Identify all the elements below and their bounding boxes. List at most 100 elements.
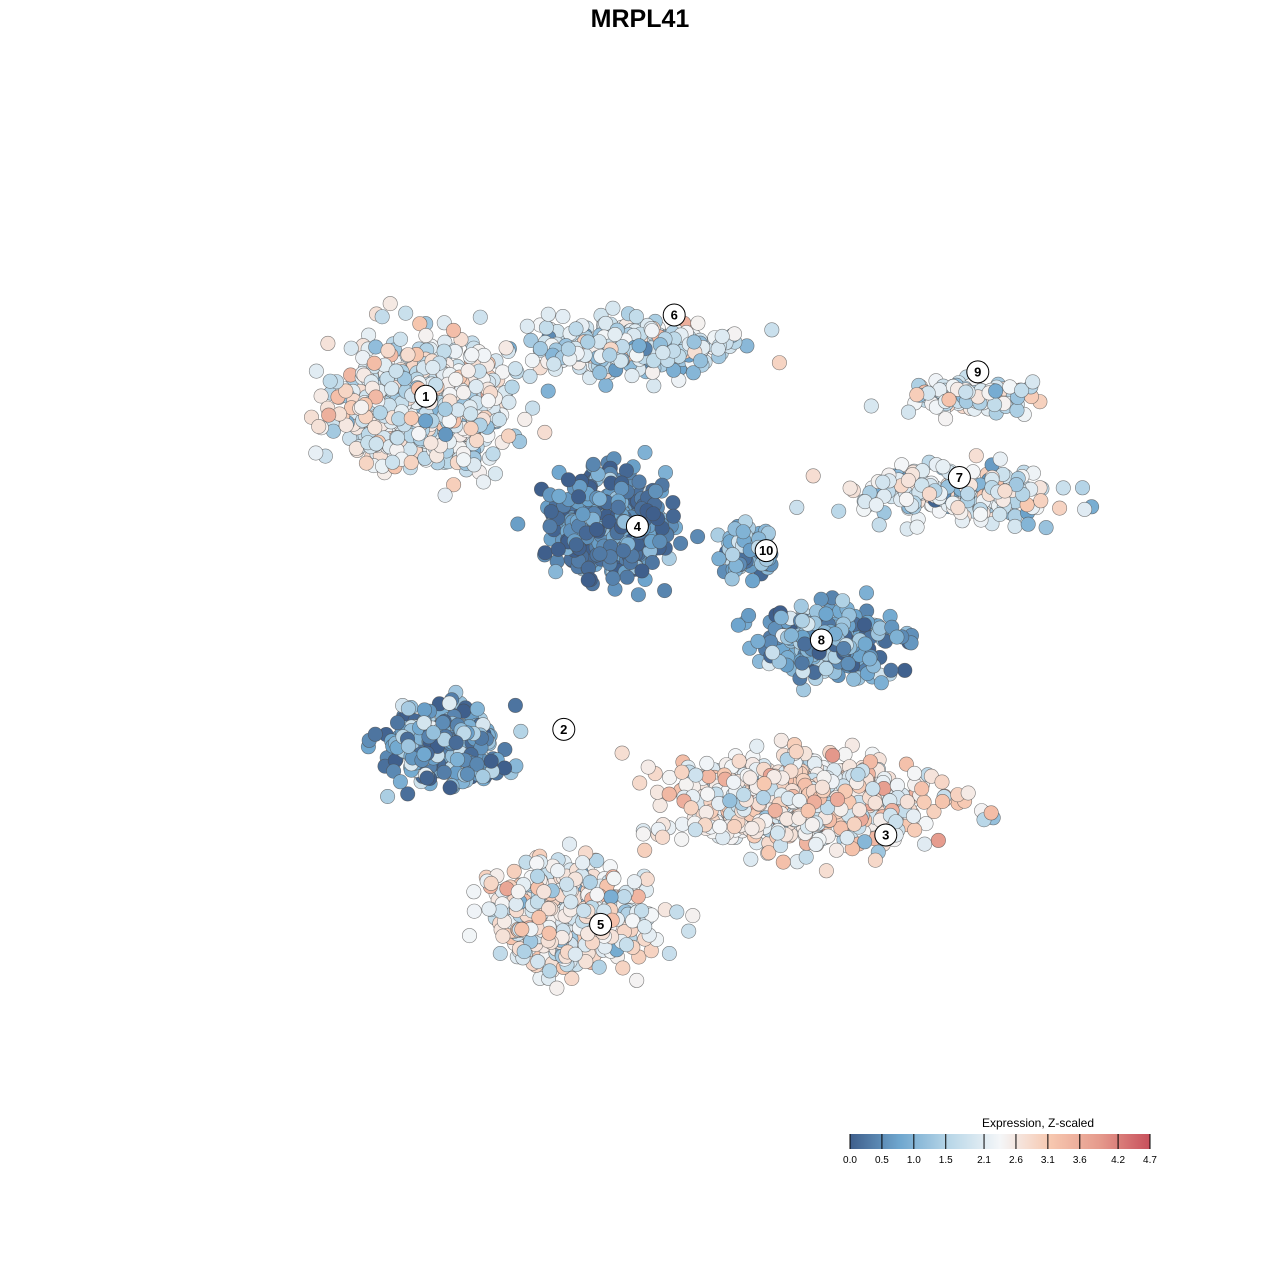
cell-point — [391, 411, 407, 427]
cluster-label-2: 2 — [552, 717, 576, 741]
cell-point — [366, 355, 382, 371]
cell-point — [441, 695, 457, 711]
cell-point — [725, 547, 741, 563]
cell-point — [726, 819, 742, 835]
cell-point — [400, 701, 416, 717]
cell-point — [529, 855, 545, 871]
cell-point — [448, 735, 464, 751]
cell-point — [997, 483, 1013, 499]
cell-point — [657, 465, 673, 481]
cell-point — [683, 800, 699, 816]
cell-point — [517, 411, 533, 427]
cell-point — [634, 563, 650, 579]
cell-point — [764, 322, 780, 338]
cell-point — [818, 606, 834, 622]
cell-point — [808, 836, 824, 852]
cell-point — [628, 309, 644, 325]
cell-point — [934, 774, 950, 790]
cell-point — [750, 633, 766, 649]
cell-point — [863, 398, 879, 414]
cell-point — [909, 387, 925, 403]
cell-point — [495, 928, 511, 944]
cell-point — [618, 937, 634, 953]
cell-point — [560, 472, 576, 488]
cell-point — [992, 506, 1008, 522]
legend-tick-label: 2.6 — [1009, 1155, 1023, 1166]
cell-point — [950, 500, 966, 516]
cell-point — [686, 334, 702, 350]
cell-point — [551, 488, 567, 504]
cell-point — [542, 963, 558, 979]
cluster-label-text: 7 — [956, 470, 963, 485]
cell-point — [389, 715, 405, 731]
cell-point — [419, 770, 435, 786]
cell-point — [603, 889, 619, 905]
cell-point — [616, 889, 632, 905]
cell-point — [1055, 480, 1071, 496]
cell-point — [868, 497, 884, 513]
cell-point — [661, 945, 677, 961]
cell-point — [531, 909, 547, 925]
cell-point — [745, 573, 761, 589]
cell-point — [487, 466, 503, 482]
cell-point — [624, 368, 640, 384]
cell-point — [935, 459, 951, 475]
cell-point — [783, 627, 799, 643]
cell-point — [615, 543, 631, 559]
cell-point — [560, 341, 576, 357]
cell-point — [480, 393, 496, 409]
cell-point — [536, 884, 552, 900]
cell-point — [400, 786, 416, 802]
cluster-label-badge — [552, 717, 576, 741]
cell-point — [607, 326, 623, 342]
cell-point — [631, 338, 647, 354]
cell-point — [602, 347, 618, 363]
cell-point — [508, 896, 524, 912]
cell-point — [501, 428, 517, 444]
cell-point — [637, 919, 653, 935]
cell-point — [497, 760, 513, 776]
cell-point — [576, 903, 592, 919]
cell-point — [829, 791, 845, 807]
cell-point — [313, 388, 329, 404]
cell-point — [524, 352, 540, 368]
cell-point — [771, 355, 787, 371]
cell-point — [634, 903, 650, 919]
cell-point — [1014, 382, 1030, 398]
cell-point — [550, 863, 566, 879]
cell-point — [368, 436, 384, 452]
cell-point — [883, 662, 899, 678]
cell-point — [711, 551, 727, 567]
cell-point — [403, 454, 419, 470]
cell-point — [610, 499, 626, 515]
cell-point — [418, 327, 434, 343]
cell-point — [564, 970, 580, 986]
cell-point — [435, 715, 451, 731]
cell-point — [532, 341, 548, 357]
cell-point — [568, 537, 584, 553]
cluster-label-badge — [809, 628, 833, 652]
cluster-label-5: 5 — [589, 912, 613, 936]
cell-point — [468, 379, 484, 395]
cell-point — [546, 356, 562, 372]
cell-point — [889, 629, 905, 645]
cell-point — [1077, 501, 1093, 517]
cell-point — [842, 480, 858, 496]
cell-point — [372, 405, 388, 421]
cluster-label-6: 6 — [662, 303, 686, 327]
legend-colorbar — [850, 1134, 1150, 1149]
cell-point — [941, 392, 957, 408]
cluster-label-text: 10 — [759, 543, 773, 558]
cell-point — [475, 769, 491, 785]
legend-tick-label: 3.6 — [1073, 1155, 1087, 1166]
cell-point — [380, 788, 396, 804]
cell-point — [530, 868, 546, 884]
cell-point — [825, 747, 841, 763]
cell-point — [983, 805, 999, 821]
cell-point — [403, 410, 419, 426]
cell-point — [865, 781, 881, 797]
cell-point — [674, 831, 690, 847]
cell-point — [968, 448, 984, 464]
cell-point — [644, 323, 660, 339]
